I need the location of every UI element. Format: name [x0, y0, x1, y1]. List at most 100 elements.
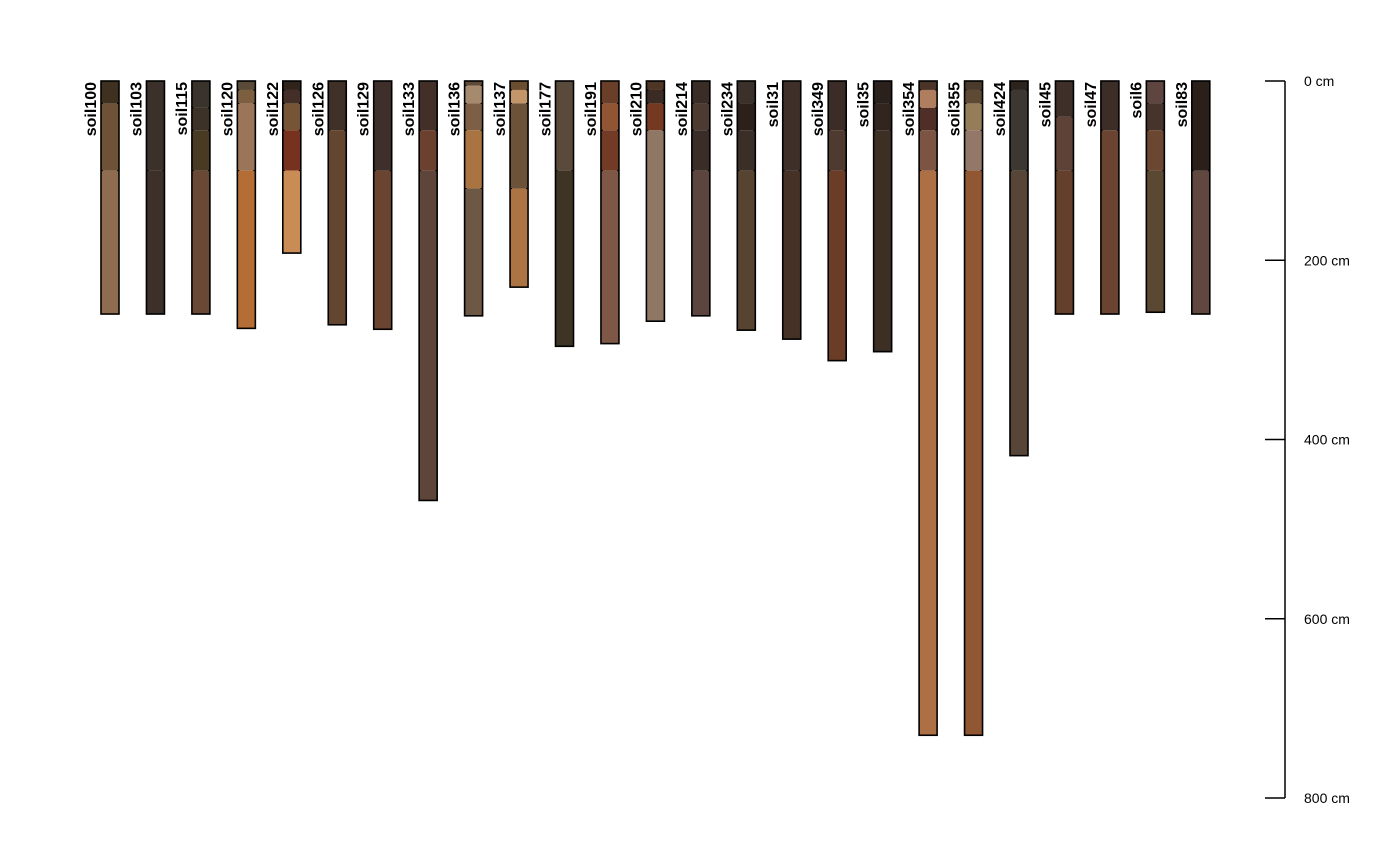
- profile-label: soil349: [810, 82, 827, 136]
- soil-horizon: [237, 103, 256, 171]
- profile-label: soil424: [992, 82, 1009, 136]
- soil-horizon: [919, 107, 938, 131]
- soil-horizon: [600, 170, 619, 344]
- soil-horizon: [1146, 130, 1165, 171]
- profile-outline: [100, 80, 120, 315]
- profile-outline: [236, 80, 257, 330]
- soil-horizon: [328, 81, 347, 131]
- soil-horizon: [1100, 81, 1119, 131]
- profile-label: soil6: [1128, 82, 1145, 119]
- profile-label: soil133: [401, 82, 418, 136]
- soil-horizon: [919, 130, 938, 171]
- soil-horizon: [1191, 170, 1210, 315]
- profile-outline: [1145, 80, 1166, 314]
- soil-profile: soil133: [401, 80, 438, 502]
- soil-horizon: [691, 130, 710, 171]
- profile-label: soil100: [83, 82, 100, 136]
- soil-horizon: [1010, 89, 1028, 171]
- soil-horizon: [691, 81, 710, 104]
- profile-outline: [281, 80, 302, 254]
- soil-horizon: [510, 188, 529, 288]
- soil-profile: soil126: [310, 80, 348, 326]
- soil-profile: soil103: [128, 80, 166, 315]
- soil-horizon: [646, 89, 665, 104]
- soil-horizon: [373, 170, 392, 330]
- soil-profile: soil424: [992, 80, 1029, 457]
- soil-horizon: [646, 81, 665, 90]
- profile-label: soil354: [901, 82, 918, 136]
- profile-outline: [1054, 80, 1075, 315]
- profile-outline: [554, 80, 575, 348]
- soil-horizon: [510, 81, 529, 90]
- soil-horizon: [464, 85, 483, 104]
- profile-label: soil137: [492, 82, 509, 136]
- profile-label: soil122: [265, 82, 282, 136]
- soil-horizon: [873, 103, 892, 131]
- soil-horizon: [737, 130, 756, 171]
- depth-tick-label: 600 cm: [1304, 611, 1350, 627]
- profile-outline: [418, 80, 438, 502]
- profile-outline: [327, 80, 348, 326]
- soil-horizon: [873, 81, 892, 104]
- profile-label: soil234: [719, 82, 736, 136]
- soil-horizon: [1191, 81, 1210, 171]
- profiles-layer: soil100 soil103 soil115 soil120 soil122 soil1…: [83, 80, 1211, 737]
- soil-horizon: [510, 89, 529, 104]
- profile-label: soil136: [447, 82, 464, 136]
- soil-horizon: [828, 170, 847, 361]
- soil-profile: soil210: [628, 80, 666, 322]
- profile-outline: [463, 80, 484, 317]
- soil-horizon: [282, 170, 301, 254]
- soil-horizon: [419, 130, 438, 171]
- depth-tick-label: 800 cm: [1304, 790, 1350, 806]
- profile-label: soil115: [174, 82, 191, 135]
- soil-horizon: [782, 81, 801, 171]
- soil-horizon: [464, 103, 483, 131]
- soil-horizon: [828, 130, 847, 171]
- profile-outline: [1009, 80, 1029, 457]
- profile-outline: [691, 80, 711, 317]
- soil-horizon: [600, 103, 619, 131]
- soil-horizon: [237, 81, 256, 90]
- soil-horizon: [282, 103, 301, 131]
- soil-horizon: [191, 107, 210, 131]
- soil-horizon: [1146, 103, 1165, 131]
- soil-horizon: [464, 188, 483, 316]
- soil-horizon: [691, 103, 710, 131]
- soil-profile: soil122: [265, 80, 302, 254]
- soil-profile: soil6: [1128, 80, 1166, 314]
- soil-horizon: [646, 103, 665, 131]
- profile-label: soil355: [947, 82, 964, 136]
- profile-label: soil191: [583, 82, 600, 136]
- soil-horizon: [1055, 116, 1074, 171]
- soil-horizon: [964, 103, 983, 131]
- soil-horizon: [782, 170, 801, 340]
- soil-profile: soil136: [447, 80, 484, 317]
- soil-horizon: [464, 130, 483, 189]
- soil-horizon: [282, 81, 301, 90]
- profile-outline: [1191, 80, 1211, 315]
- profile-label: soil177: [538, 82, 555, 136]
- depth-tick-label: 200 cm: [1304, 252, 1350, 268]
- depth-tick-label: 400 cm: [1304, 432, 1350, 448]
- profile-label: soil83: [1174, 82, 1191, 127]
- profile-outline: [872, 80, 893, 353]
- soil-horizon: [191, 130, 210, 171]
- soil-profile: soil234: [719, 80, 757, 331]
- soil-horizon: [146, 81, 165, 171]
- soil-profile: soil83: [1174, 80, 1211, 315]
- profile-outline: [600, 80, 620, 345]
- soil-profile: soil137: [492, 80, 529, 288]
- profile-outline: [372, 80, 393, 331]
- profile-label: soil126: [310, 82, 327, 136]
- soil-horizon: [373, 81, 392, 171]
- soil-horizon: [964, 130, 983, 171]
- soil-horizon: [419, 170, 438, 501]
- soil-horizon: [1146, 170, 1165, 313]
- profile-outline: [509, 80, 529, 288]
- soil-horizon: [964, 81, 983, 90]
- profile-outline: [1100, 80, 1120, 315]
- soil-horizon: [328, 130, 347, 325]
- soil-horizon: [555, 81, 574, 171]
